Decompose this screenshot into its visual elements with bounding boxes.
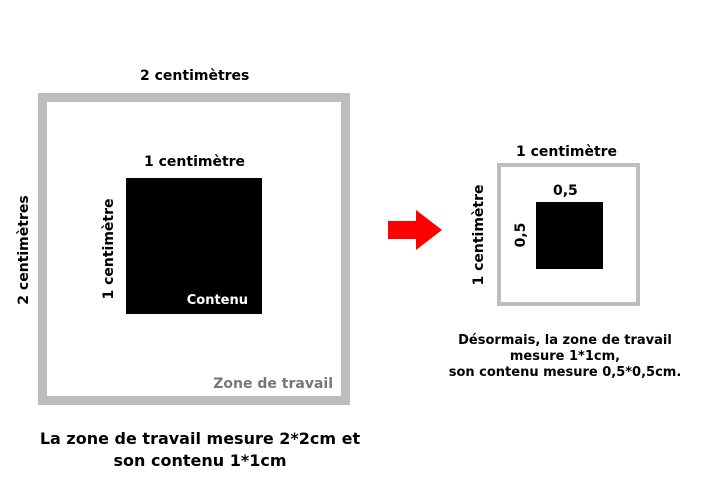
- right-caption-line2: mesure 1*1cm,: [509, 349, 621, 364]
- right-arrow-icon: [388, 210, 442, 250]
- right-outer-width-label: 1 centimètre: [516, 144, 618, 160]
- work-area-label: Zone de travail: [213, 376, 333, 392]
- right-caption-line3: son contenu mesure 0,5*0,5cm.: [448, 365, 682, 380]
- content-box-large: Contenu: [126, 178, 262, 314]
- work-area-small: [497, 163, 640, 306]
- left-inner-width-label: 1 centimètre: [144, 154, 246, 170]
- right-inner-height-label: 0,5: [513, 222, 529, 248]
- work-area-large: Zone de travail: [38, 93, 350, 405]
- left-outer-height-label: 2 centimètres: [16, 195, 32, 305]
- left-caption-line2: son contenu 1*1cm: [113, 451, 287, 470]
- left-caption-line1: La zone de travail mesure 2*2cm et: [39, 429, 361, 448]
- left-outer-width-label: 2 centimètres: [140, 68, 250, 84]
- right-inner-width-label: 0,5: [553, 183, 578, 199]
- content-box-small: [536, 202, 603, 269]
- right-caption: Désormais, la zone de travail mesure 1*1…: [430, 333, 700, 381]
- left-caption: La zone de travail mesure 2*2cm et son c…: [0, 428, 400, 472]
- right-outer-height-label: 1 centimètre: [471, 184, 487, 286]
- content-label: Contenu: [186, 293, 248, 308]
- left-inner-height-label: 1 centimètre: [101, 198, 117, 300]
- right-caption-line1: Désormais, la zone de travail: [458, 333, 672, 348]
